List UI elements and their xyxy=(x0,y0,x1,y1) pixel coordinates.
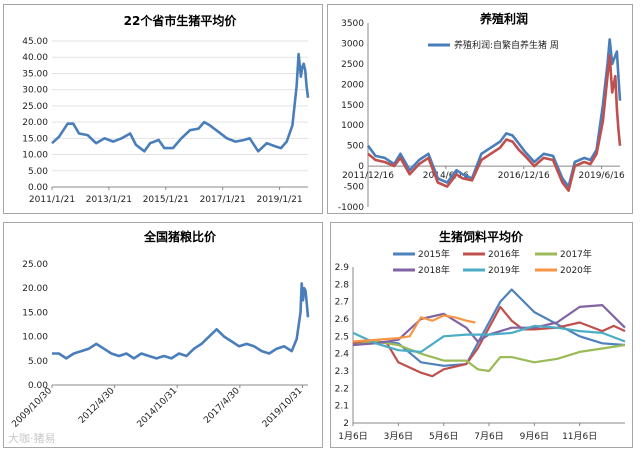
y-tick-label: 500 xyxy=(347,142,364,152)
series-line-1 xyxy=(352,288,626,367)
y-tick-label: 2.3 xyxy=(335,367,349,377)
panel-hog-grain-ratio: 全国猪粮比价 0.00 5.00 10.00 15.00 20.00 25.00 2009/1… xyxy=(3,222,323,448)
series-line-3 xyxy=(352,340,626,373)
y-tick-label: 1000 xyxy=(341,121,364,131)
legend-label: 2020年 xyxy=(560,264,592,276)
chart-title: 22个省市生猪平均价 xyxy=(124,13,238,28)
series-line-2 xyxy=(367,54,622,192)
x-tick-label: 2019/1/21 xyxy=(256,195,302,205)
x-tick-label: 2016/12/16 xyxy=(498,171,550,181)
panel-breeding-profit: 养殖利润 -1000 -500 0 500 1000 1500 2000 2500 3000 350… xyxy=(327,4,633,214)
y-tick-label: 2000 xyxy=(341,80,364,90)
x-tick-label: 2017/1/21 xyxy=(200,195,246,205)
chart-title: 全国猪粮比价 xyxy=(143,229,217,244)
x-tick-label: 2014/6/16 xyxy=(423,171,469,181)
chart-pig-avg-price: 22个省市生猪平均价 0.00 5.00 10.00 15.00 20.00 25.00 30… xyxy=(22,13,310,205)
y-tick-label: 5.00 xyxy=(28,167,48,177)
y-tick-label: 2.2 xyxy=(335,384,349,394)
x-tick-label: 2011/12/16 xyxy=(342,171,394,181)
y-tick-label: 2.5 xyxy=(335,332,349,342)
y-tick-label: 2.8 xyxy=(335,280,350,290)
panel-feed-price: 生猪饲料平均价 2 2.1 2.2 2.3 2.4 2.5 2.6 2.7 2.8 2.9 1月6日 3… xyxy=(330,222,633,448)
panel-pig-avg-price: 22个省市生猪平均价 0.00 5.00 10.00 15.00 20.00 25.00 30… xyxy=(3,4,323,214)
y-tick-label: 10.00 xyxy=(22,333,48,343)
series-line-6 xyxy=(352,314,476,343)
chart-hog-grain-ratio: 全国猪粮比价 0.00 5.00 10.00 15.00 20.00 25.00 2009/1… xyxy=(10,229,310,430)
y-tick-label: 0.00 xyxy=(28,183,48,193)
chart-title: 养殖利润 xyxy=(479,11,528,26)
x-tick-label: 11月6日 xyxy=(562,431,597,442)
y-tick-label: 20.00 xyxy=(22,284,48,294)
y-tick-label: 1500 xyxy=(341,101,364,111)
y-tick-label: 2.4 xyxy=(335,350,350,360)
x-tick-label: 3月6日 xyxy=(384,431,413,442)
chart-breeding-profit: 养殖利润 -1000 -500 0 500 1000 1500 2000 2500 3000 350… xyxy=(338,11,625,213)
x-tick-label: 2011/1/21 xyxy=(29,195,75,205)
x-tick-label: 2017/4/30 xyxy=(202,386,242,426)
x-tick-label: 2009/10/30 xyxy=(10,386,54,430)
y-tick-label: 20.00 xyxy=(22,118,48,128)
y-tick-label: 3500 xyxy=(341,19,364,29)
legend-label: 2018年 xyxy=(418,264,450,276)
x-tick-label: 5月6日 xyxy=(429,431,458,442)
series-line-1 xyxy=(51,52,310,153)
y-tick-label: -1000 xyxy=(338,203,364,213)
y-tick-label: 10.00 xyxy=(22,151,48,161)
y-tick-label: 25.00 xyxy=(22,102,48,112)
x-tick-label: 9月6日 xyxy=(520,431,549,442)
series-line-5 xyxy=(352,324,626,353)
x-tick-label: 2014/10/31 xyxy=(136,386,180,430)
legend-label: 2017年 xyxy=(560,248,592,260)
series-line-1 xyxy=(366,38,622,188)
y-tick-label: 40.00 xyxy=(22,53,48,63)
x-tick-label: 2013/1/21 xyxy=(86,195,132,205)
x-tick-label: 2012/4/30 xyxy=(77,386,117,426)
x-tick-label: 2015/1/21 xyxy=(143,195,189,205)
y-tick-label: 25.00 xyxy=(22,260,48,270)
y-tick-label: 45.00 xyxy=(22,37,48,47)
y-tick-label: 2500 xyxy=(341,60,364,70)
y-tick-label: 2.1 xyxy=(335,402,349,412)
y-tick-label: 3000 xyxy=(341,39,364,49)
x-tick-label: 7月6日 xyxy=(474,431,503,442)
x-tick-label: 2019/10/31 xyxy=(261,386,305,430)
y-tick-label: 2 xyxy=(343,419,349,429)
watermark: 大咖·猪易 xyxy=(8,432,56,445)
chart-feed-price: 生猪饲料平均价 2 2.1 2.2 2.3 2.4 2.5 2.6 2.7 2.8 2.9 1月6日 3… xyxy=(335,229,626,442)
y-tick-label: 2.7 xyxy=(335,298,349,308)
x-tick-label: 1月6日 xyxy=(338,431,367,442)
legend-label: 2019年 xyxy=(488,264,520,276)
y-tick-label: 2.6 xyxy=(335,315,350,325)
legend-label: 2016年 xyxy=(488,248,520,260)
legend-label: 2015年 xyxy=(418,248,450,260)
y-tick-label: 30.00 xyxy=(22,86,48,96)
x-tick-label: 2019/6/16 xyxy=(579,171,625,181)
y-tick-label: -500 xyxy=(344,183,365,193)
series-line-2 xyxy=(352,305,626,378)
y-tick-label: 5.00 xyxy=(28,357,48,367)
y-tick-label: 2.9 xyxy=(335,263,350,273)
series-line-4 xyxy=(352,303,626,347)
y-tick-label: 0 xyxy=(358,162,364,172)
y-tick-label: 0.00 xyxy=(28,381,48,391)
y-tick-label: 35.00 xyxy=(22,69,48,79)
series-line-1 xyxy=(52,282,310,360)
chart-title: 生猪饲料平均价 xyxy=(439,229,524,244)
y-tick-label: 15.00 xyxy=(22,134,48,144)
y-tick-label: 15.00 xyxy=(22,308,48,318)
legend-label: 养殖利润:自繁自养生猪 周 xyxy=(454,39,559,51)
